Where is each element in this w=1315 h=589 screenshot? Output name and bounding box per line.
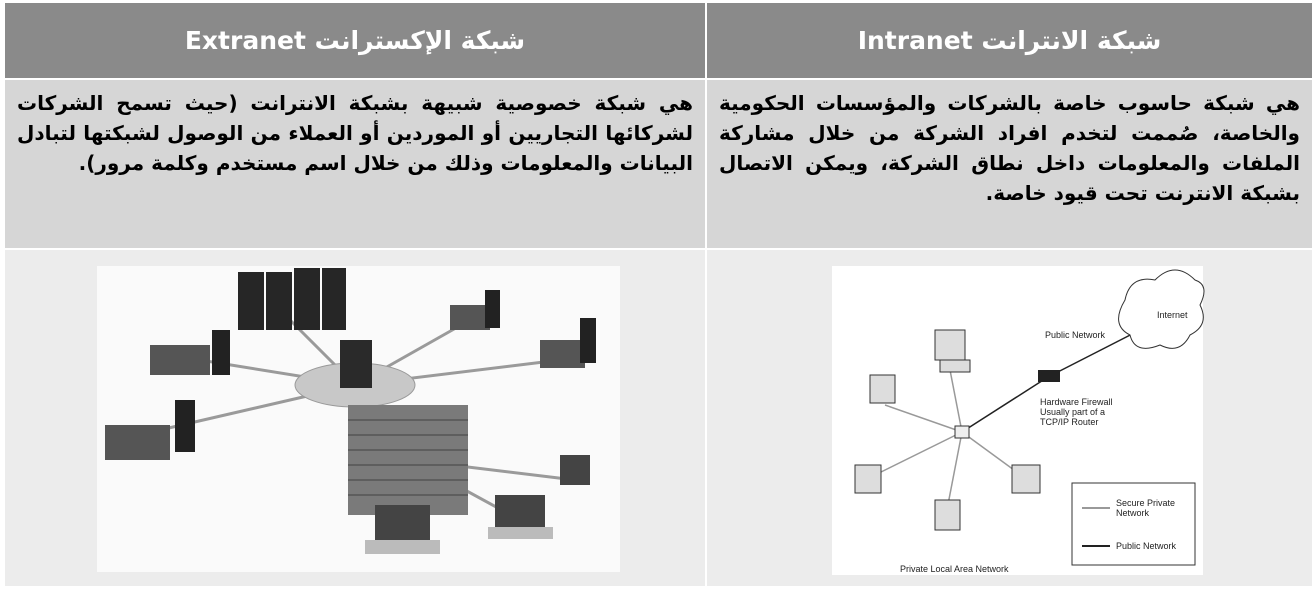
description: هي شبكة خصوصية شبيهة بشبكة الانترانت (حي… bbox=[5, 80, 705, 248]
firewall-label: Usually part of a bbox=[1040, 407, 1105, 417]
legend-label: Secure Private bbox=[1116, 498, 1175, 508]
legend-label: Public Network bbox=[1116, 541, 1177, 551]
intranet-image: Internet Public Network Hardware Firewal… bbox=[832, 266, 1205, 575]
firewall-label: TCP/IP Router bbox=[1040, 417, 1098, 427]
network-label: Public Network bbox=[1045, 330, 1106, 340]
cloud-label: Internet bbox=[1157, 310, 1188, 320]
extranet-image bbox=[97, 266, 620, 572]
header-cell: شبكة الإكسترانت Extranet bbox=[5, 3, 705, 78]
firewall-label: Hardware Firewall bbox=[1040, 397, 1113, 407]
legend-label: Network bbox=[1116, 508, 1150, 518]
header-cell: شبكة الانترانت Intranet bbox=[707, 3, 1312, 78]
lan-label: Private Local Area Network bbox=[900, 564, 1009, 574]
description: هي شبكة حاسوب خاصة بالشركات والمؤسسات ال… bbox=[707, 80, 1312, 248]
